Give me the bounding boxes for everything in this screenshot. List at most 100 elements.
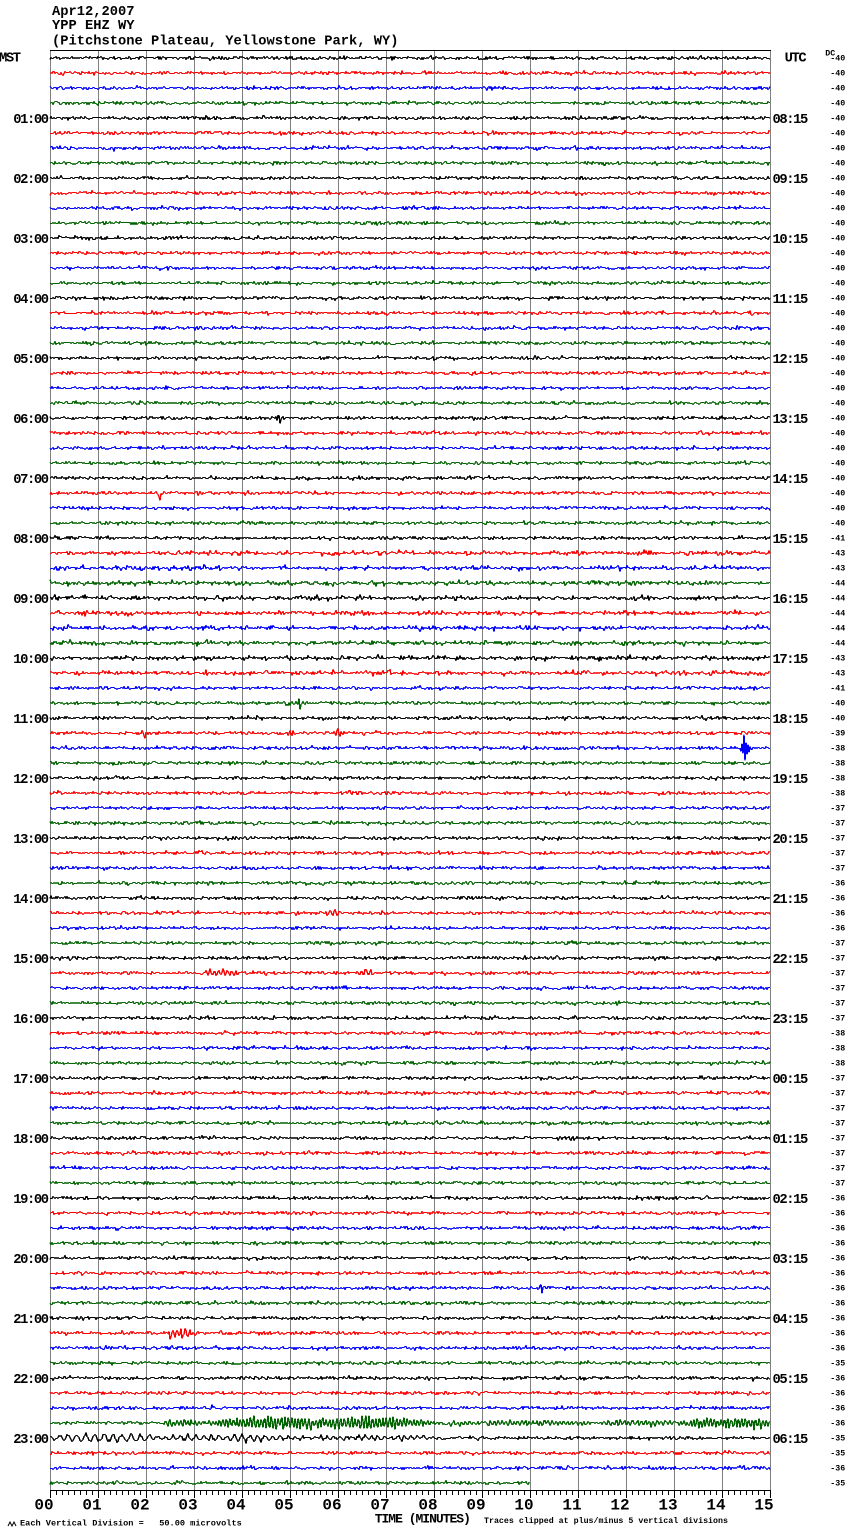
svg-text:-43: -43 — [830, 670, 845, 679]
svg-text:08:00: 08:00 — [13, 533, 49, 548]
svg-text:16:15: 16:15 — [773, 593, 809, 608]
svg-text:-37: -37 — [830, 985, 845, 994]
svg-text:01:00: 01:00 — [13, 113, 49, 128]
svg-text:-38: -38 — [830, 745, 845, 754]
svg-text:13:00: 13:00 — [13, 833, 49, 848]
svg-text:05: 05 — [274, 1497, 293, 1515]
svg-text:-40: -40 — [830, 70, 845, 79]
svg-text:-40: -40 — [830, 355, 845, 364]
svg-text:09:15: 09:15 — [773, 173, 809, 188]
svg-text:21:00: 21:00 — [13, 1313, 49, 1328]
svg-text:-40: -40 — [830, 385, 845, 394]
svg-text:-37: -37 — [830, 1120, 845, 1129]
svg-text:-37: -37 — [830, 955, 845, 964]
svg-text:20:00: 20:00 — [13, 1253, 49, 1268]
svg-text:-36: -36 — [830, 1210, 845, 1219]
svg-text:01:15: 01:15 — [773, 1133, 809, 1148]
svg-text:-37: -37 — [830, 865, 845, 874]
svg-text:-43: -43 — [830, 550, 845, 559]
svg-text:-40: -40 — [830, 700, 845, 709]
svg-text:11:00: 11:00 — [13, 713, 49, 728]
svg-text:12:15: 12:15 — [773, 353, 809, 368]
svg-text:15:00: 15:00 — [13, 953, 49, 968]
svg-text:-36: -36 — [830, 1405, 845, 1414]
svg-text:-44: -44 — [830, 640, 845, 649]
svg-text:00:15: 00:15 — [773, 1073, 809, 1088]
svg-text:-40: -40 — [830, 295, 845, 304]
svg-text:MST: MST — [0, 51, 21, 66]
svg-text:TIME (MINUTES): TIME (MINUTES) — [375, 1512, 470, 1527]
svg-text:-40: -40 — [830, 310, 845, 319]
svg-text:-43: -43 — [830, 655, 845, 664]
svg-text:-38: -38 — [830, 1030, 845, 1039]
svg-text:-40: -40 — [830, 235, 845, 244]
svg-text:-38: -38 — [830, 790, 845, 799]
svg-text:-38: -38 — [830, 760, 845, 769]
svg-text:Each Vertical Division = 50.: Each Vertical Division = 50.00 microvolt… — [20, 1519, 242, 1529]
svg-text:16:00: 16:00 — [13, 1013, 49, 1028]
svg-text:-36: -36 — [830, 1420, 845, 1429]
svg-text:22:15: 22:15 — [773, 953, 809, 968]
svg-text:-40: -40 — [830, 280, 845, 289]
svg-text:-40: -40 — [830, 415, 845, 424]
svg-text:13: 13 — [658, 1497, 677, 1515]
svg-text:-37: -37 — [830, 805, 845, 814]
svg-text:14:15: 14:15 — [773, 473, 809, 488]
svg-text:-40: -40 — [830, 430, 845, 439]
svg-text:-40: -40 — [830, 325, 845, 334]
svg-text:11:15: 11:15 — [773, 293, 809, 308]
svg-text:-39: -39 — [830, 730, 845, 739]
svg-text:-36: -36 — [830, 1345, 845, 1354]
svg-text:-36: -36 — [830, 1240, 845, 1249]
svg-text:-40: -40 — [830, 190, 845, 199]
svg-text:UTC: UTC — [785, 51, 807, 66]
svg-text:12: 12 — [610, 1497, 629, 1515]
svg-text:-37: -37 — [830, 835, 845, 844]
svg-text:-36: -36 — [830, 910, 845, 919]
svg-text:-40: -40 — [830, 175, 845, 184]
svg-text:-40: -40 — [830, 505, 845, 514]
svg-text:-37: -37 — [830, 1135, 845, 1144]
svg-text:-40: -40 — [830, 445, 845, 454]
svg-text:03:00: 03:00 — [13, 233, 49, 248]
svg-text:-44: -44 — [830, 625, 845, 634]
svg-text:-36: -36 — [830, 1195, 845, 1204]
svg-text:-38: -38 — [830, 1045, 845, 1054]
svg-text:-41: -41 — [830, 535, 845, 544]
svg-text:08: 08 — [418, 1497, 437, 1515]
svg-text:DC: DC — [825, 50, 835, 59]
svg-text:-44: -44 — [830, 610, 845, 619]
svg-text:-37: -37 — [830, 820, 845, 829]
svg-text:-37: -37 — [830, 970, 845, 979]
svg-text:17:15: 17:15 — [773, 653, 809, 668]
svg-text:04:15: 04:15 — [773, 1313, 809, 1328]
svg-text:-37: -37 — [830, 1015, 845, 1024]
svg-text:-37: -37 — [830, 1000, 845, 1009]
svg-text:-40: -40 — [830, 460, 845, 469]
svg-text:-36: -36 — [830, 895, 845, 904]
svg-text:-37: -37 — [830, 1090, 845, 1099]
svg-text:-36: -36 — [830, 1285, 845, 1294]
svg-text:10: 10 — [514, 1497, 533, 1515]
svg-text:10:15: 10:15 — [773, 233, 809, 248]
svg-text:-40: -40 — [830, 55, 845, 64]
svg-text:00: 00 — [34, 1497, 53, 1515]
svg-text:14: 14 — [706, 1497, 726, 1515]
svg-text:-44: -44 — [830, 580, 845, 589]
svg-text:-37: -37 — [830, 850, 845, 859]
svg-text:15: 15 — [754, 1497, 773, 1515]
svg-text:-37: -37 — [830, 1105, 845, 1114]
svg-text:12:00: 12:00 — [13, 773, 49, 788]
svg-text:20:15: 20:15 — [773, 833, 809, 848]
svg-text:YPP EHZ WY: YPP EHZ WY — [52, 19, 135, 34]
svg-text:-35: -35 — [830, 1435, 845, 1444]
svg-text:-37: -37 — [830, 1180, 845, 1189]
svg-text:04:00: 04:00 — [13, 293, 49, 308]
svg-text:-40: -40 — [830, 145, 845, 154]
svg-text:-40: -40 — [830, 100, 845, 109]
svg-text:-38: -38 — [830, 1060, 845, 1069]
svg-text:-36: -36 — [830, 1390, 845, 1399]
svg-text:-36: -36 — [830, 1300, 845, 1309]
svg-text:14:00: 14:00 — [13, 893, 49, 908]
svg-text:19:15: 19:15 — [773, 773, 809, 788]
